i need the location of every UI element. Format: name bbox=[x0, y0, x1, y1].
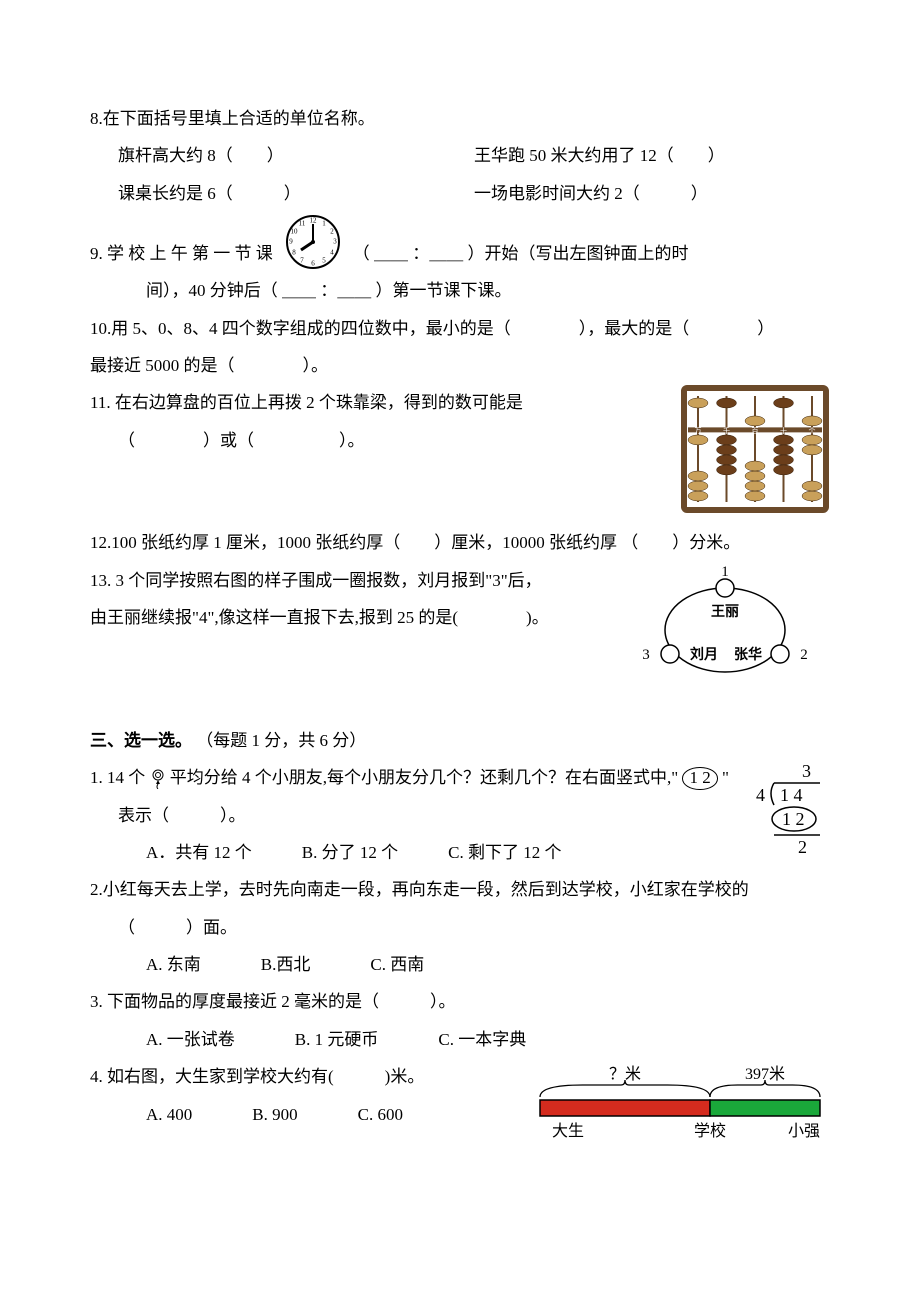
s3q2-options: A. 东南 B.西北 C. 西南 bbox=[90, 946, 830, 983]
q13-b: 由王丽继续报"4",像这样一直报下去,报到 25 的是( )。 bbox=[90, 599, 620, 636]
s3q4-optC: C. 600 bbox=[358, 1096, 403, 1133]
q11-b: （ ）或（ ）。 bbox=[90, 422, 680, 459]
q11: 11. 在右边算盘的百位上再拨 2 个珠靠梁，得到的数可能是 （ ）或（ ）。 … bbox=[90, 384, 830, 514]
q9-text-c: 间），40 分钟后（ ＿＿ ：＿＿ ）第一节课下课。 bbox=[90, 272, 830, 309]
q8-row1: 旗杆高大约 8（ ） 王华跑 50 米大约用了 12（ ） bbox=[90, 137, 830, 174]
section3-note: （每题 1 分，共 6 分） bbox=[196, 731, 366, 750]
q10-b: 最接近 5000 的是（ ）。 bbox=[90, 347, 830, 384]
svg-text:王丽: 王丽 bbox=[711, 604, 739, 620]
svg-text:3: 3 bbox=[802, 761, 811, 781]
svg-text:9: 9 bbox=[289, 238, 293, 246]
svg-text:2: 2 bbox=[800, 647, 808, 663]
s3q1-optC: C. 剩下了 12 个 bbox=[448, 834, 561, 871]
svg-text:3: 3 bbox=[333, 238, 337, 246]
s3q1-optA: A．共有 12 个 bbox=[146, 834, 252, 871]
distance-diagram: ？米 397米大生 学校 小强 bbox=[530, 1058, 830, 1148]
balloon-icon bbox=[150, 769, 166, 789]
abacus-icon: 万千百十个 bbox=[680, 384, 830, 514]
q8-stem: 8.在下面括号里填上合适的单位名称。 bbox=[90, 100, 830, 137]
s3q1-stem-d: 表示（ ）。 bbox=[90, 797, 730, 834]
svg-text:1 4: 1 4 bbox=[780, 785, 803, 805]
q9-text-a: 9. 学 校 上 午 第 一 节 课 bbox=[90, 235, 273, 272]
svg-text:12: 12 bbox=[309, 217, 317, 225]
s3q3-options: A. 一张试卷 B. 1 元硬币 C. 一本字典 bbox=[90, 1021, 830, 1058]
q9: 9. 学 校 上 午 第 一 节 课 1212 345 678 91011 （ … bbox=[90, 212, 830, 272]
s3q2-optA: A. 东南 bbox=[146, 946, 201, 983]
circle-diagram: 1 3 2 王丽 刘月 张华 bbox=[620, 562, 830, 692]
q8-b: 王华跑 50 米大约用了 12（ ） bbox=[474, 137, 830, 174]
q12: 12.100 张纸约厚 1 厘米，1000 张纸约厚（ ）厘米，10000 张纸… bbox=[90, 524, 830, 561]
q8-a: 旗杆高大约 8（ ） bbox=[118, 137, 474, 174]
s3q2-stem2: （ ）面。 bbox=[90, 909, 830, 946]
section3-title: 三、选一选。 bbox=[90, 731, 192, 750]
s3q3-optC: C. 一本字典 bbox=[438, 1021, 526, 1058]
svg-text:小强: 小强 bbox=[788, 1122, 820, 1140]
svg-text:5: 5 bbox=[322, 257, 326, 265]
q13: 13. 3 个同学按照右图的样子围成一圈报数，刘月报到"3"后， 由王丽继续报"… bbox=[90, 562, 830, 692]
q13-a: 13. 3 个同学按照右图的样子围成一圈报数，刘月报到"3"后， bbox=[90, 562, 620, 599]
s3q3-optA: A. 一张试卷 bbox=[146, 1021, 235, 1058]
svg-text:8: 8 bbox=[292, 249, 296, 257]
s3q1-optB: B. 分了 12 个 bbox=[302, 834, 398, 871]
section3-header: 三、选一选。 （每题 1 分，共 6 分） bbox=[90, 722, 830, 759]
q8-row2: 课桌长约是 6（ ） 一场电影时间大约 2（ ） bbox=[90, 175, 830, 212]
svg-text:个: 个 bbox=[809, 427, 816, 435]
q8-c: 课桌长约是 6（ ） bbox=[118, 175, 474, 212]
svg-text:10: 10 bbox=[290, 228, 298, 236]
s3q4-stem: 4. 如右图，大生家到学校大约有( )米。 bbox=[90, 1058, 530, 1095]
s3q4-options: A. 400 B. 900 C. 600 bbox=[90, 1096, 530, 1133]
s3q4: 4. 如右图，大生家到学校大约有( )米。 A. 400 B. 900 C. 6… bbox=[90, 1058, 830, 1148]
q11-a: 11. 在右边算盘的百位上再拨 2 个珠靠梁，得到的数可能是 bbox=[90, 384, 680, 421]
svg-text:学校: 学校 bbox=[694, 1122, 726, 1140]
svg-text:千: 千 bbox=[723, 426, 730, 435]
q9-text-b: （ ＿＿ ：＿＿ ）开始（写出左图钟面上的时 bbox=[353, 235, 689, 272]
s3q4-optA: A. 400 bbox=[146, 1096, 192, 1133]
q10-a: 10.用 5、0、8、4 四个数字组成的四位数中，最小的是（ ），最大的是（ ） bbox=[90, 310, 830, 347]
clock-icon: 1212 345 678 91011 bbox=[283, 212, 343, 272]
svg-text:11: 11 bbox=[298, 220, 305, 228]
s3q4-optB: B. 900 bbox=[252, 1096, 297, 1133]
svg-text:1: 1 bbox=[322, 220, 326, 228]
s3q2-stem: 2.小红每天去上学，去时先向南走一段，再向东走一段，然后到达学校，小红家在学校的 bbox=[90, 871, 830, 908]
svg-text:7: 7 bbox=[300, 257, 304, 265]
svg-text:3: 3 bbox=[642, 647, 650, 663]
svg-text:4: 4 bbox=[330, 249, 334, 257]
s3q1-options: A．共有 12 个 B. 分了 12 个 C. 剩下了 12 个 bbox=[90, 834, 730, 871]
s3q2-optC: C. 西南 bbox=[370, 946, 424, 983]
s3q1-stem-a: 1. 14 个 bbox=[90, 768, 145, 787]
svg-text:刘月: 刘月 bbox=[690, 646, 718, 663]
s3q1-stem: 1. 14 个 平均分给 4 个小朋友,每个小朋友分几个？还剩几个？在右面竖式中… bbox=[90, 759, 730, 796]
s3q1: 1. 14 个 平均分给 4 个小朋友,每个小朋友分几个？还剩几个？在右面竖式中… bbox=[90, 759, 830, 871]
svg-text:万: 万 bbox=[695, 427, 702, 435]
s3q2-optB: B.西北 bbox=[261, 946, 311, 983]
q8-d: 一场电影时间大约 2（ ） bbox=[474, 175, 830, 212]
svg-text:？米: ？米 bbox=[609, 1065, 641, 1083]
svg-text:1 2: 1 2 bbox=[782, 809, 805, 829]
svg-text:大生: 大生 bbox=[552, 1122, 584, 1140]
s3q3-optB: B. 1 元硬币 bbox=[295, 1021, 379, 1058]
svg-text:十: 十 bbox=[780, 426, 787, 435]
svg-text:2: 2 bbox=[798, 837, 807, 857]
long-division-diagram: 3 4 1 4 1 2 2 bbox=[740, 759, 830, 859]
s3q1-stem-c: " bbox=[722, 768, 729, 787]
svg-text:张华: 张华 bbox=[734, 646, 762, 663]
svg-text:6: 6 bbox=[311, 260, 315, 268]
svg-text:397米: 397米 bbox=[745, 1065, 785, 1083]
svg-text:4: 4 bbox=[756, 785, 765, 805]
s3q1-stem-b: 平均分给 4 个小朋友,每个小朋友分几个？还剩几个？在右面竖式中," bbox=[170, 768, 678, 787]
circled-12-inline: 1 2 bbox=[682, 767, 717, 789]
s3q3-stem: 3. 下面物品的厚度最接近 2 毫米的是（ ）。 bbox=[90, 983, 830, 1020]
svg-text:百: 百 bbox=[752, 427, 759, 435]
svg-text:1: 1 bbox=[721, 564, 729, 580]
svg-text:2: 2 bbox=[330, 228, 334, 236]
